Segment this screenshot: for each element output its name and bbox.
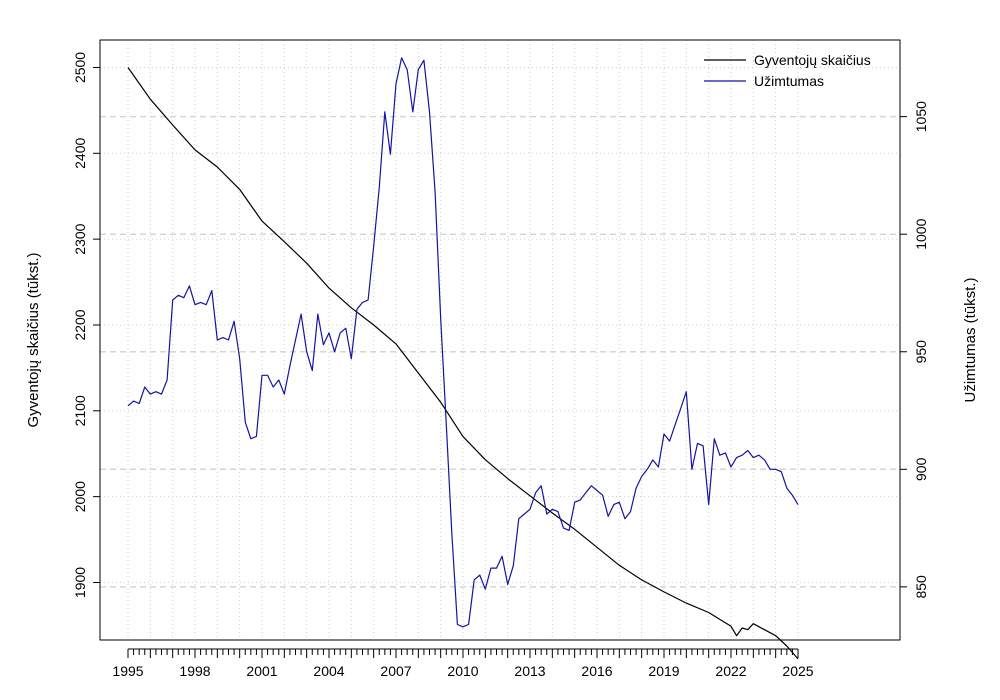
y-left-tick-label-2500: 2500 <box>72 52 88 83</box>
legend-label-gyventojai: Gyventojų skaičius <box>754 52 871 68</box>
y-right-tick-label-850: 850 <box>913 575 929 599</box>
y-left-tick-label-2300: 2300 <box>72 223 88 254</box>
x-tick-label-2013: 2013 <box>514 663 545 679</box>
legend: Gyventojų skaičius Užimtumas <box>704 52 871 89</box>
series-layer <box>127 57 799 660</box>
y-right-tick-label-1000: 1000 <box>913 218 929 249</box>
y-left-tick-label-2400: 2400 <box>72 138 88 169</box>
y-axis-left: 1900 2000 2100 2200 2300 2400 2500 <box>72 52 101 598</box>
y-left-tick-label-2200: 2200 <box>72 309 88 340</box>
x-tick-label-2001: 2001 <box>246 663 277 679</box>
x-tick-label-1995: 1995 <box>112 663 143 679</box>
x-axis: 1995 1998 2001 2004 2007 2010 2013 2016 2019 2022… <box>112 648 814 679</box>
plot-frame <box>99 39 901 641</box>
y-axis-right: 850 900 950 1000 1050 <box>899 101 929 599</box>
series-line-gyventojai <box>127 67 799 660</box>
x-tick-label-2004: 2004 <box>313 663 344 679</box>
grid <box>100 40 900 640</box>
x-tick-label-2007: 2007 <box>380 663 411 679</box>
y-axis-left-title: Gyventojų skaičius (tūkst.) <box>25 252 42 427</box>
x-tick-label-2022: 2022 <box>715 663 746 679</box>
x-tick-label-2010: 2010 <box>447 663 478 679</box>
y-left-tick-label-2000: 2000 <box>72 481 88 512</box>
x-tick-label-2016: 2016 <box>581 663 612 679</box>
y-left-tick-label-2100: 2100 <box>72 395 88 426</box>
legend-label-uzimtumas: Užimtumas <box>754 73 824 89</box>
x-tick-label-2025: 2025 <box>782 663 813 679</box>
y-right-tick-label-1050: 1050 <box>913 101 929 132</box>
y-left-tick-label-1900: 1900 <box>72 567 88 598</box>
series-line-uzimtumas <box>127 57 799 628</box>
y-axis-right-title: Užimtumas (tūkst.) <box>962 277 979 402</box>
x-tick-label-2019: 2019 <box>648 663 679 679</box>
x-tick-label-1998: 1998 <box>179 663 210 679</box>
y-right-tick-label-900: 900 <box>913 457 929 481</box>
y-right-tick-label-950: 950 <box>913 340 929 364</box>
